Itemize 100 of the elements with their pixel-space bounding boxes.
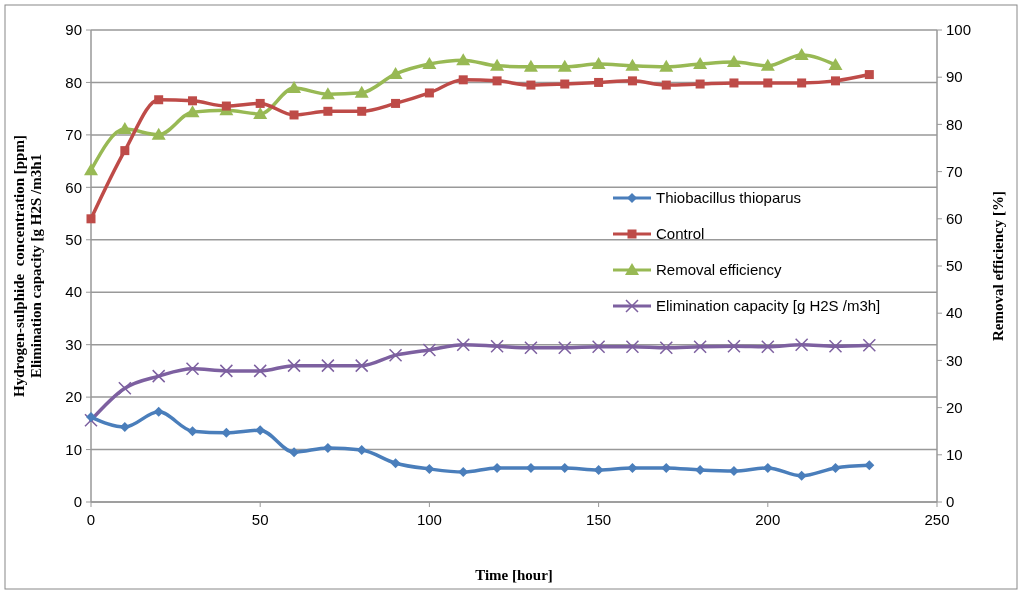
y2-tick-label: 10 bbox=[946, 446, 963, 464]
point bbox=[255, 425, 266, 436]
y2-tick-label: 80 bbox=[946, 115, 963, 133]
point bbox=[388, 66, 403, 79]
point bbox=[253, 107, 268, 120]
point bbox=[828, 339, 843, 353]
point bbox=[557, 59, 572, 72]
point bbox=[794, 337, 809, 352]
point bbox=[357, 106, 367, 116]
legend-label: Elimination capacity [g H2S /m3h] bbox=[656, 297, 881, 315]
point bbox=[354, 85, 369, 98]
point bbox=[659, 341, 674, 355]
point bbox=[456, 337, 470, 352]
point bbox=[185, 362, 200, 376]
point bbox=[830, 76, 840, 86]
y2-tick-label: 30 bbox=[946, 351, 963, 369]
point bbox=[526, 80, 536, 90]
y2-tick-label: 40 bbox=[946, 304, 963, 322]
point bbox=[591, 56, 606, 69]
point bbox=[693, 56, 708, 69]
point bbox=[797, 78, 807, 88]
point bbox=[864, 460, 875, 471]
point bbox=[255, 98, 265, 108]
x-tick-label: 200 bbox=[755, 511, 781, 528]
point bbox=[153, 406, 164, 417]
y2-tick-label: 90 bbox=[946, 68, 963, 86]
y-tick-label: 10 bbox=[65, 440, 82, 458]
point bbox=[794, 48, 809, 61]
point bbox=[321, 358, 335, 373]
point bbox=[151, 127, 166, 140]
y2-tick-label: 100 bbox=[946, 21, 972, 39]
y2-tick-label: 0 bbox=[946, 493, 955, 511]
point bbox=[391, 98, 401, 108]
x-tick-label: 250 bbox=[924, 511, 950, 528]
y-tick-label: 80 bbox=[65, 73, 82, 91]
point bbox=[524, 341, 538, 355]
x-axis-title: Time [hour] bbox=[475, 567, 553, 583]
point bbox=[625, 340, 640, 354]
y-tick-label: 60 bbox=[65, 178, 82, 196]
point bbox=[289, 110, 299, 120]
x-tick-label: 150 bbox=[586, 511, 612, 528]
point bbox=[84, 163, 98, 176]
point bbox=[760, 58, 775, 71]
point bbox=[221, 101, 231, 111]
y2-tick-label: 20 bbox=[946, 398, 963, 416]
x-tick-label: 0 bbox=[86, 511, 96, 528]
point bbox=[661, 80, 671, 90]
point bbox=[591, 340, 606, 354]
point bbox=[830, 462, 841, 473]
point bbox=[422, 56, 437, 69]
point bbox=[864, 70, 874, 80]
point bbox=[828, 57, 843, 70]
point bbox=[523, 59, 538, 72]
y-axis-title: Hydrogen-sulphide concentration [ppm] Elimination capacity [g H2S /m3h1 bbox=[11, 135, 44, 397]
point bbox=[253, 364, 267, 378]
point bbox=[118, 381, 132, 395]
point bbox=[84, 413, 98, 427]
point bbox=[219, 364, 234, 378]
point bbox=[120, 146, 130, 156]
point bbox=[185, 105, 200, 118]
point bbox=[490, 339, 504, 353]
point bbox=[86, 412, 96, 423]
legend-label: Thiobacillus thioparus bbox=[656, 189, 802, 207]
point bbox=[287, 358, 301, 373]
y-tick-label: 0 bbox=[73, 493, 82, 511]
point bbox=[490, 58, 505, 71]
y2-tick-label: 50 bbox=[946, 257, 963, 275]
point bbox=[458, 75, 468, 85]
point bbox=[354, 358, 369, 373]
point bbox=[323, 106, 333, 116]
point bbox=[287, 81, 302, 94]
point bbox=[726, 55, 741, 68]
point bbox=[154, 95, 164, 105]
point bbox=[693, 340, 707, 354]
x-tick-label: 100 bbox=[416, 511, 442, 528]
y-tick-label: 30 bbox=[65, 335, 82, 353]
legend-label: Control bbox=[656, 225, 705, 243]
point bbox=[356, 445, 367, 456]
point bbox=[558, 341, 572, 355]
point bbox=[862, 338, 877, 352]
point bbox=[86, 214, 96, 224]
y-tick-label: 70 bbox=[65, 126, 82, 144]
point bbox=[456, 53, 471, 66]
point bbox=[320, 87, 335, 100]
point bbox=[763, 78, 773, 88]
point bbox=[422, 343, 437, 357]
y2-tick-label: 70 bbox=[946, 162, 963, 180]
point bbox=[117, 122, 132, 135]
point bbox=[695, 79, 705, 89]
point bbox=[492, 76, 502, 86]
point bbox=[727, 339, 741, 353]
point bbox=[560, 79, 570, 89]
point bbox=[388, 348, 403, 362]
x-tick-label: 50 bbox=[251, 511, 269, 528]
point bbox=[390, 458, 401, 469]
y-tick-label: 50 bbox=[65, 231, 82, 249]
point bbox=[594, 77, 604, 87]
point bbox=[729, 78, 739, 88]
point bbox=[625, 58, 640, 71]
legend-label: Removal efficiency bbox=[656, 261, 783, 279]
